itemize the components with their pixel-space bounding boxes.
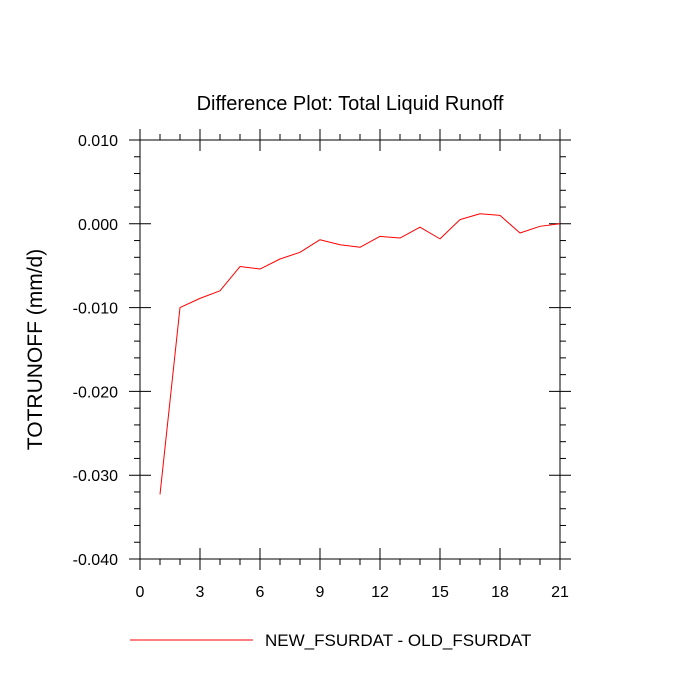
x-tick-label: 21 [551, 584, 569, 601]
series-group [159, 213, 561, 495]
chart-title: Difference Plot: Total Liquid Runoff [197, 93, 504, 115]
x-tick-label: 9 [316, 584, 325, 601]
x-tick-label: 6 [256, 584, 265, 601]
x-tick-label: 15 [431, 584, 449, 601]
y-tick-label: 0.000 [78, 217, 118, 234]
legend: NEW_FSURDAT - OLD_FSURDAT [130, 631, 531, 650]
x-tick-label: 12 [371, 584, 389, 601]
legend-label: NEW_FSURDAT - OLD_FSURDAT [265, 631, 531, 650]
plot-frame [139, 139, 561, 560]
y-tick-label: -0.040 [73, 552, 118, 569]
x-tick-label: 0 [136, 584, 145, 601]
y-tick-label: -0.020 [73, 384, 118, 401]
y-tick-label: -0.030 [73, 468, 118, 485]
x-tick-label: 18 [491, 584, 509, 601]
x-tick-label: 3 [196, 584, 205, 601]
y-tick-labels: -0.040 -0.030 -0.020 -0.010 0.000 0.010 [73, 133, 118, 569]
y-tick-label: -0.010 [73, 301, 118, 318]
x-tick-labels: 0 3 6 9 12 15 18 21 [136, 584, 569, 601]
y-tick-label: 0.010 [78, 133, 118, 150]
series-line [159, 213, 561, 495]
axis-ticks [129, 129, 571, 570]
y-axis-label: TOTRUNOFF (mm/d) [24, 249, 47, 450]
